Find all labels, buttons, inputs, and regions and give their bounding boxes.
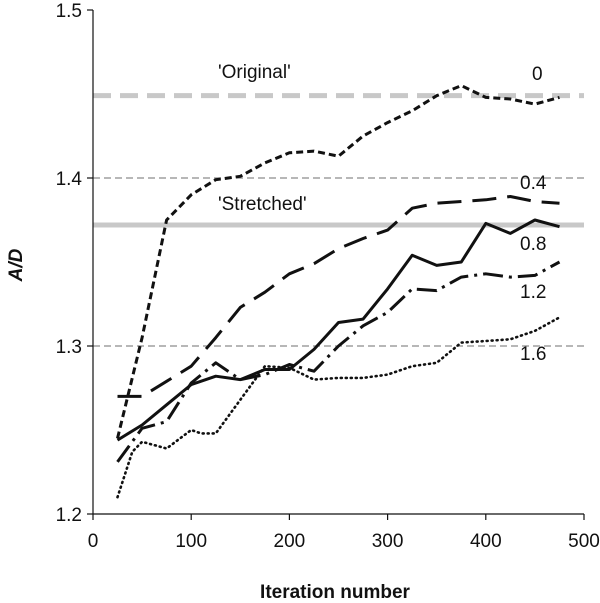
x-tick-label: 100	[175, 531, 207, 552]
data-series	[116, 84, 561, 499]
series-line-0-4	[117, 195, 560, 398]
x-tick-label: 200	[274, 531, 306, 552]
series-label-0-4: 0.4	[520, 173, 547, 194]
series-label-1-6: 1.6	[520, 344, 546, 365]
tick-labels: 0 100 200 300 400 500 1.2 1.3 1.4 1.5	[56, 1, 600, 552]
y-axis-title: A/D	[6, 248, 27, 282]
y-tick-label: 1.4	[56, 169, 83, 190]
original-label: 'Original'	[218, 62, 291, 83]
stretched-label: 'Stretched'	[218, 194, 307, 215]
series-line-0	[116, 84, 560, 439]
axes	[92, 10, 584, 515]
series-line-1-2	[116, 260, 561, 463]
y-tick-label: 1.2	[56, 505, 82, 526]
series-label-0-8: 0.8	[520, 234, 546, 255]
x-tick-label: 500	[568, 531, 600, 552]
reference-lines	[93, 93, 584, 347]
y-tick-label: 1.5	[56, 1, 82, 22]
x-tick-label: 300	[372, 531, 404, 552]
y-tick-label: 1.3	[56, 337, 82, 358]
x-axis-title: Iteration number	[260, 582, 411, 603]
series-label-0: 0	[532, 64, 543, 85]
tick-marks	[87, 9, 585, 520]
series-line-0-8	[116, 218, 560, 442]
x-tick-label: 400	[470, 531, 502, 552]
series-label-1-2: 1.2	[520, 282, 546, 303]
series-line-1-6	[116, 316, 561, 499]
x-tick-label: 0	[88, 531, 99, 552]
